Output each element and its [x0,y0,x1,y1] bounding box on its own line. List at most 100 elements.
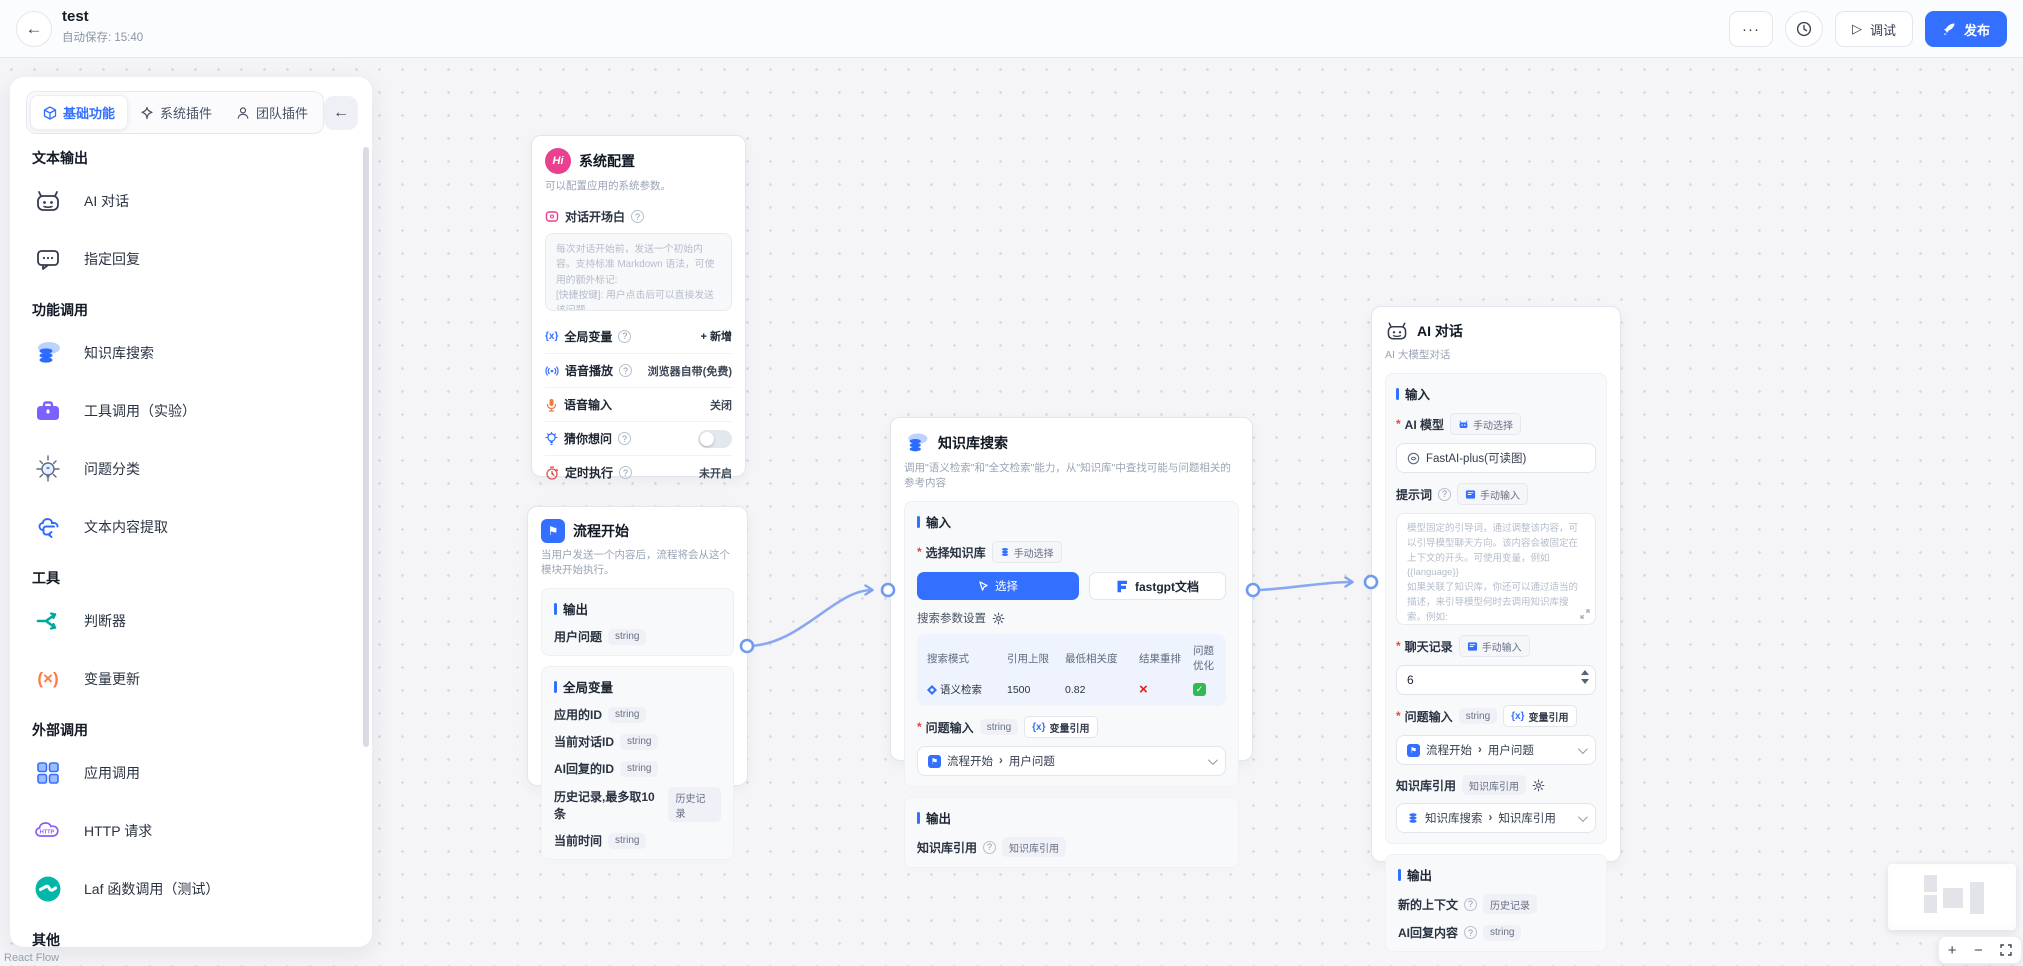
col-header: 问题优化 [1193,645,1214,673]
module-label: 判断器 [84,613,126,629]
minimap[interactable] [1888,864,2016,930]
kb-source-select[interactable]: 知识库搜索 › 知识库引用 [1396,803,1596,834]
help-icon[interactable]: ? [1464,897,1478,911]
kb-ref-label: 知识库引用 [1396,778,1457,793]
help-icon[interactable]: ? [618,432,632,446]
help-icon[interactable]: ? [631,210,645,224]
history-label: 聊天记录 [1404,639,1453,654]
row-guess-question[interactable]: 猜你想问 ? [545,421,732,455]
db-mini-icon [1001,548,1008,557]
selected-dataset-card[interactable]: fastgpt文档 [1089,572,1226,601]
module-label: 问题分类 [84,461,140,477]
module-item-question-classify[interactable]: 问题分类 [32,440,350,498]
number-stepper[interactable] [1581,670,1589,685]
node-desc: AI 大模型对话 [1385,349,1451,361]
publish-button[interactable]: 发布 [1924,11,2007,47]
model-icon [1407,452,1420,464]
semantic-icon [927,684,937,695]
tab-basic-modules[interactable]: 基础功能 [30,95,129,130]
manual-input-badge[interactable]: 手动输入 [1457,483,1529,506]
module-item-laf[interactable]: Laf 函数调用（测试） [32,860,350,918]
node-ai-chat[interactable]: AI 对话 AI 大模型对话 输入 * AI 模型 手动选择 FastAI-pl… [1371,306,1621,953]
gear-icon[interactable] [1532,779,1545,792]
module-item-app-call[interactable]: 应用调用 [32,744,350,802]
minimap-node [1924,895,1937,913]
help-icon[interactable]: ? [983,840,997,854]
node-desc: 可以配置应用的系统参数。 [545,180,671,192]
module-item-content-extract[interactable]: 文本内容提取 [32,498,350,556]
manual-select-badge[interactable]: 手动选择 [1450,413,1522,436]
type-badge: 知识库引用 [1462,775,1527,796]
hi-avatar: Hi [545,148,571,174]
more-button[interactable]: ··· [1728,11,1773,47]
module-item-dataset-search[interactable]: 知识库搜索 [32,324,350,382]
add-variable-button[interactable]: + 新增 [700,331,733,344]
help-icon[interactable]: ? [619,466,633,480]
tab-system-plugins[interactable]: 系统插件 [128,95,224,130]
zoom-in-button[interactable]: + [1947,941,1957,959]
node-title: 流程开始 [573,523,629,539]
gear-icon[interactable] [992,612,1005,625]
module-item-classifier[interactable]: 判断器 [32,592,350,650]
laf-icon [32,873,64,905]
tab-team-plugins[interactable]: 团队插件 [224,95,320,130]
prompt-textarea[interactable] [1396,513,1596,626]
guess-question-toggle[interactable] [698,429,732,448]
debug-button[interactable]: ▷ 调试 [1834,11,1913,47]
required-asterisk: * [917,720,922,735]
step-down-icon[interactable] [1581,679,1589,685]
fit-view-button[interactable] [2000,944,2012,956]
module-item-fixed-reply[interactable]: 指定回复 [32,230,350,288]
breadcrumb-separator: › [1488,812,1493,825]
variable-braces-icon: {x} [1511,710,1525,722]
svg-text:HTTP: HTTP [40,830,55,836]
search-mode-cell: 语义检索 [927,682,1007,697]
reactflow-attribution: React Flow [4,952,60,964]
help-icon[interactable]: ? [1464,926,1478,940]
row-stt[interactable]: 语音输入 关闭 [545,387,732,421]
expand-icon[interactable] [1580,609,1590,619]
node-flow-start[interactable]: ⚑ 流程开始 当用户发送一个内容后，流程将会从这个模块开始执行。 输出 用户问题… [527,506,748,861]
history-button[interactable] [1784,11,1823,47]
query-source-select[interactable]: ⚑ 流程开始 › 用户问题 [1396,735,1596,766]
choose-dataset-button[interactable]: 选择 [917,572,1079,601]
query-source-select[interactable]: ⚑ 流程开始 › 用户问题 [917,746,1226,777]
book-mini-icon [1465,490,1476,499]
welcome-textarea[interactable] [545,233,732,312]
help-icon[interactable]: ? [618,329,632,343]
var-name: 应用的ID [554,708,603,723]
robot-icon [1385,319,1409,343]
sidebar-collapse-button[interactable]: ← [324,95,358,130]
zoom-out-button[interactable]: − [1973,941,1983,959]
row-global-variable[interactable]: {x} 全局变量 ? + 新增 [545,319,732,353]
var-ref-badge[interactable]: {x} 变量引用 [1503,705,1577,728]
ai-input-card: 输入 * AI 模型 手动选择 FastAI-plus(可读图) 提示词 ? 手… [1385,373,1607,845]
flow-canvas[interactable]: React Flow 基础功能 系统插件 团队插件 ← 文本输出 [0,58,2023,966]
sidebar-scrollbar[interactable] [363,147,369,747]
node-system-config[interactable]: Hi 系统配置 可以配置应用的系统参数。 对话开场白 ? {x} 全局变量 ? … [531,135,746,480]
type-badge: string [979,719,1019,736]
module-item-http-request[interactable]: HTTP HTTP 请求 [32,802,350,860]
bulb-icon [545,431,558,445]
help-icon[interactable]: ? [619,364,633,378]
manual-select-badge[interactable]: 手动选择 [991,541,1062,564]
node-dataset-search[interactable]: 知识库搜索 调用"语义检索"和"全文检索"能力，从"知识库"中查找可能与问题相关… [890,417,1253,869]
manual-input-badge[interactable]: 手动输入 [1458,635,1530,658]
chat-bubble-icon [32,243,64,275]
module-item-variable-update[interactable]: (×) 变量更新 [32,650,350,708]
query-opt-cell: ✓ [1193,683,1216,697]
row-tts[interactable]: 语音播放 ? 浏览器自带(免费) [545,353,732,387]
step-up-icon[interactable] [1581,670,1589,676]
briefcase-icon [32,395,64,427]
back-button[interactable]: ← [16,11,52,47]
history-count-input[interactable] [1396,665,1596,696]
help-icon[interactable]: ? [1438,487,1452,501]
zoom-controls: + − [1938,936,2022,964]
var-ref-badge[interactable]: {x} 变量引用 [1024,716,1098,739]
model-select[interactable]: FastAI-plus(可读图) [1396,443,1596,474]
row-scheduled-run[interactable]: 定时执行 ? 未开启 [545,455,732,489]
ref-field-name: 知识库引用 [1498,813,1556,826]
module-item-tool-call[interactable]: 工具调用（实验） [32,382,350,440]
type-badge: 历史记录 [668,787,721,823]
module-item-ai-chat[interactable]: AI 对话 [32,172,350,230]
